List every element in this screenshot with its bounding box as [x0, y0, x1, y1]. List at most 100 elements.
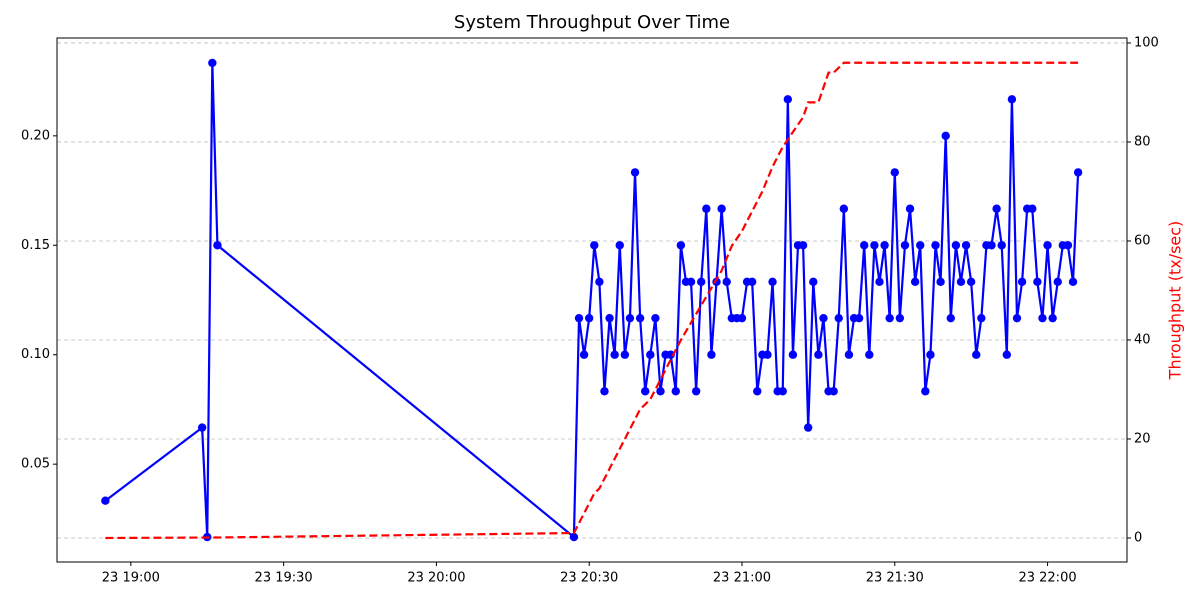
point [101, 496, 110, 505]
x-tick-label: 23 20:30 [560, 571, 618, 586]
point [961, 241, 971, 250]
point [197, 423, 207, 432]
point [885, 313, 894, 323]
point [630, 168, 640, 177]
point [625, 313, 635, 323]
x-tick-label: 23 20:00 [407, 571, 465, 586]
y-tick-label: 0.10 [21, 347, 50, 362]
y2-tick-label: 0 [1134, 530, 1142, 545]
y2-tick-label: 40 [1134, 332, 1151, 347]
point [666, 350, 675, 359]
point [834, 313, 843, 323]
point [972, 350, 981, 359]
point [829, 387, 838, 396]
x-tick-label: 23 21:00 [713, 571, 771, 586]
point [1033, 277, 1042, 287]
plot-frame [56, 37, 1128, 563]
point [1068, 277, 1078, 287]
point [987, 241, 996, 250]
y2-tick-label: 20 [1134, 431, 1151, 446]
point [1063, 241, 1073, 250]
point [1028, 204, 1037, 213]
chart-title: System Throughput Over Time [454, 12, 730, 33]
point [768, 277, 777, 287]
point [620, 350, 630, 359]
point [595, 277, 604, 287]
point [905, 204, 915, 213]
point [956, 277, 966, 287]
y2-tick-label: 100 [1134, 35, 1159, 50]
point [778, 387, 787, 396]
series-line [104, 62, 1080, 540]
point [977, 313, 986, 323]
y-tick-label: 0.15 [21, 238, 50, 253]
point [717, 204, 726, 213]
point [1053, 277, 1062, 287]
point [926, 350, 935, 359]
point [854, 313, 864, 323]
point [747, 277, 757, 287]
point [1038, 313, 1047, 323]
point [574, 313, 584, 323]
point [946, 313, 955, 323]
point [870, 241, 879, 250]
point [712, 277, 721, 287]
point [803, 423, 813, 432]
point [763, 350, 772, 359]
point [1017, 277, 1027, 287]
point [1073, 168, 1083, 177]
point [1043, 241, 1052, 250]
point [936, 277, 945, 287]
point [635, 313, 645, 323]
point [900, 241, 910, 250]
point [880, 241, 889, 250]
point [916, 241, 925, 250]
point [610, 350, 619, 359]
point [753, 387, 762, 396]
point [1002, 350, 1012, 359]
point [860, 241, 869, 250]
point [651, 313, 660, 323]
point [966, 277, 976, 287]
point [890, 168, 899, 177]
point [676, 241, 686, 250]
point [798, 241, 808, 250]
point [707, 350, 716, 359]
point [702, 204, 711, 213]
point [615, 241, 624, 250]
point [1007, 95, 1017, 104]
point [951, 241, 961, 250]
point [584, 313, 594, 323]
x-tick-label: 23 22:00 [1018, 571, 1076, 586]
point [992, 204, 1001, 213]
point [819, 313, 828, 323]
point [208, 58, 217, 68]
y-tick-label: 0.05 [21, 457, 50, 472]
point [605, 313, 614, 323]
point [656, 387, 665, 396]
point [788, 350, 798, 359]
point [783, 95, 793, 104]
point [697, 277, 706, 287]
x-tick-label: 23 19:00 [102, 571, 160, 586]
point [1048, 313, 1057, 323]
point [722, 277, 731, 287]
y2-axis-label: Throughput (tx/sec) [1166, 221, 1185, 381]
x-tick-label: 23 19:30 [255, 571, 313, 586]
point [737, 313, 747, 323]
point [691, 387, 701, 396]
point [646, 350, 655, 359]
series-line [105, 61, 1079, 540]
point [641, 387, 650, 396]
point [921, 387, 930, 396]
y-tick-label: 0.20 [21, 128, 50, 143]
y2-tick-label: 60 [1134, 233, 1151, 248]
point [941, 131, 950, 141]
point [997, 241, 1006, 250]
point [1012, 313, 1022, 323]
x-tick-label: 23 21:30 [866, 571, 924, 586]
point [809, 277, 818, 287]
point [814, 350, 823, 359]
point [686, 277, 696, 287]
